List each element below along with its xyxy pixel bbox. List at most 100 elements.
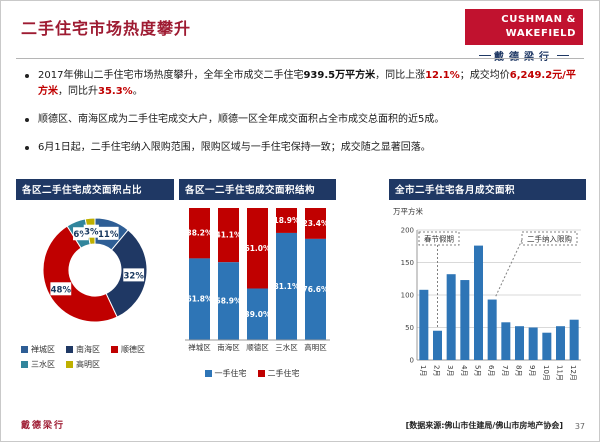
text-segment-bold: 939.5万平方米 <box>303 70 376 81</box>
donut-label-bg <box>123 268 145 282</box>
structure-panel: 各区一二手住宅成交面积结构 38.2% 61.8% 禅城区 41.1% 58.9% 南海区… <box>179 179 336 383</box>
stacked-bar-firsthand <box>305 238 326 340</box>
month-bar <box>446 274 456 360</box>
bullet-list: 2017年佛山二手住宅市场热度攀升，全年全市成交二手住宅939.5万平方米，同比… <box>25 68 581 168</box>
footer-brand: 戴德梁行 <box>21 421 66 431</box>
legend-item: 禅城区 <box>21 344 55 355</box>
bullet-2: 顺德区、南海区成为二手住宅成交大户，顺德一区全年成交面积占全市成交总面积的近5成… <box>25 112 581 128</box>
monthly-chart-title: 全市二手住宅各月成交面积 <box>389 179 586 200</box>
month-bar <box>528 327 538 360</box>
monthly-chart-svg: 0 50 100 150 200 万平方米 1月 2月 3月 4月 5月 6月 7月 8月 9月 10月 11月… <box>393 206 581 381</box>
district-share-chart-title: 各区二手住宅成交面积占比 <box>16 179 174 200</box>
stacked-label-secondhand: 41.1% <box>215 231 242 240</box>
legend-swatch <box>257 370 265 377</box>
logo-rule-right <box>557 55 569 56</box>
month-bar <box>556 326 565 360</box>
x-tick-label: 11月 <box>556 365 564 381</box>
x-tick-label: 12月 <box>569 365 577 381</box>
donut-label: 3% <box>84 228 99 238</box>
stacked-chart-svg: 38.2% 61.8% 禅城区 41.1% 58.9% 南海区 61.0% 39.0% 顺德区 1… <box>185 208 330 352</box>
y-axis-title: 万平方米 <box>393 206 423 216</box>
text-segment-red: 35.3% <box>98 86 133 97</box>
donut-label: 48% <box>51 285 72 295</box>
structure-chart-title: 各区一二手住宅成交面积结构 <box>179 179 336 200</box>
logo-line1: CUSHMAN & <box>501 14 576 25</box>
legend-swatch <box>66 361 73 368</box>
x-tick-label: 1月 <box>419 365 427 376</box>
x-tick-label: 3月 <box>446 365 454 376</box>
text-segment: 。 <box>132 86 143 97</box>
donut-chart-svg: 11% 32% 48% 6%3% <box>42 217 148 323</box>
legend-item: 南海区 <box>66 344 100 355</box>
header-divider <box>16 58 584 59</box>
legend-item: 一手住宅 <box>204 368 247 379</box>
stacked-category-label: 南海区 <box>217 342 240 352</box>
donut-label-bg <box>83 224 99 238</box>
logo-chinese-name: 戴德梁行 <box>465 48 583 63</box>
legend-label: 禅城区 <box>31 345 55 354</box>
month-bar <box>474 245 483 360</box>
x-tick-label: 8月 <box>515 365 523 376</box>
stacked-category-label: 三水区 <box>275 342 298 352</box>
stacked-bar-firsthand <box>276 232 297 340</box>
legend-label: 二手住宅 <box>267 369 300 378</box>
annotation-text: 春节假期 <box>424 234 454 244</box>
text-segment-red: 12.1% <box>425 70 460 81</box>
annotation-text: 二手纳入限购 <box>527 234 572 244</box>
page-number: 37 <box>574 422 585 431</box>
bullet-marker <box>25 146 29 150</box>
legend-swatch <box>111 346 118 353</box>
stacked-legend: 一手住宅 二手住宅 <box>179 368 336 383</box>
legend-item: 顺德区 <box>111 344 145 355</box>
x-tick-label: 5月 <box>474 365 482 376</box>
logo-line2: WAKEFIELD <box>505 27 576 39</box>
legend-item: 三水区 <box>21 359 55 370</box>
x-tick-label: 9月 <box>528 365 536 376</box>
stacked-label-secondhand: 18.9% <box>273 216 300 225</box>
legend-label: 一手住宅 <box>214 369 247 378</box>
stacked-bar-firsthand <box>218 262 239 340</box>
y-tick-label: 200 <box>401 227 414 235</box>
text-segment-red: 6,249.2元/平方米 <box>38 70 576 97</box>
stacked-bar-secondhand <box>247 208 268 289</box>
legend-label: 顺德区 <box>121 345 145 354</box>
text-segment: ，同比上涨 <box>375 70 426 81</box>
donut-label: 6% <box>73 230 88 240</box>
stacked-category-label: 高明区 <box>304 342 327 352</box>
legend-label: 南海区 <box>76 345 100 354</box>
y-tick-label: 50 <box>405 324 414 332</box>
donut-label: 32% <box>124 271 145 281</box>
x-tick-label: 4月 <box>460 365 468 376</box>
stacked-label-firsthand: 39.0% <box>244 310 271 319</box>
legend-label: 高明区 <box>76 360 100 369</box>
text-segment: 2017年佛山二手住宅市场热度攀升，全年全市成交二手住宅 <box>38 70 304 81</box>
bullet-marker <box>25 118 29 122</box>
legend-swatch <box>21 346 28 353</box>
month-bar <box>515 326 524 360</box>
month-bar <box>569 319 579 360</box>
district-share-panel: 各区二手住宅成交面积占比 11% 32% 48% 6% 3% 禅城区 南海区 顺德区 三… <box>16 179 174 374</box>
donut-label-bg <box>97 226 119 240</box>
stacked-label-firsthand: 81.1% <box>273 282 300 291</box>
stacked-label-firsthand: 58.9% <box>215 297 242 306</box>
month-bar <box>433 330 442 360</box>
text-segment: ；成交均价 <box>459 70 510 81</box>
stacked-bar-secondhand <box>218 208 239 263</box>
legend-swatch <box>21 361 28 368</box>
bullet-2-text: 顺德区、南海区成为二手住宅成交大户，顺德一区全年成交面积占全市成交总面积的近5成… <box>38 114 445 125</box>
stacked-label-firsthand: 76.6% <box>302 285 329 294</box>
y-tick-label: 150 <box>401 259 414 267</box>
stacked-label-secondhand: 61.0% <box>244 244 271 253</box>
legend-swatch <box>204 370 212 377</box>
stacked-label-secondhand: 23.4% <box>302 219 329 228</box>
text-segment: ，同比升 <box>58 86 98 97</box>
stacked-bar-secondhand <box>276 208 297 233</box>
y-tick-label: 100 <box>401 292 414 300</box>
x-tick-label: 2月 <box>433 365 441 376</box>
donut-label: 11% <box>98 230 119 240</box>
annotation-box-spring-festival <box>418 231 460 246</box>
bullet-marker <box>25 74 29 78</box>
company-logo: CUSHMAN & WAKEFIELD 戴德梁行 <box>465 9 583 63</box>
page-title: 二手住宅市场热度攀升 <box>21 19 192 38</box>
month-bar <box>542 332 552 360</box>
